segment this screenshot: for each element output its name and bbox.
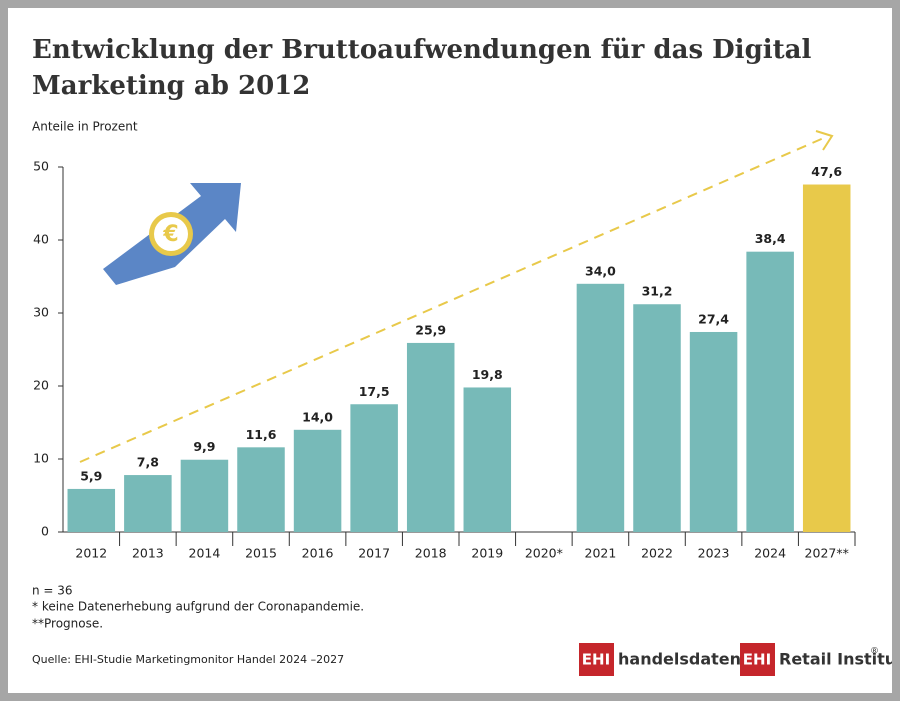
bar xyxy=(802,184,851,532)
value-label: 47,6 xyxy=(811,164,842,179)
logo-text: Retail Institute xyxy=(779,650,892,669)
y-tick-label: 0 xyxy=(41,524,49,539)
note: * keine Datenerhebung aufgrund der Coron… xyxy=(32,600,364,614)
y-tick-label: 40 xyxy=(33,232,49,247)
value-label: 19,8 xyxy=(472,367,503,382)
y-tick-label: 30 xyxy=(33,305,49,320)
bar xyxy=(633,304,681,532)
note: n = 36 xyxy=(32,584,73,598)
x-tick-label: 2019 xyxy=(471,546,503,561)
value-label: 14,0 xyxy=(302,409,333,424)
logo-badge-text: EHI xyxy=(582,651,610,669)
bar xyxy=(406,342,455,532)
x-tick-label: 2020* xyxy=(525,546,563,561)
x-tick-label: 2017 xyxy=(358,546,390,561)
x-tick-label: 2027** xyxy=(805,546,849,561)
bar xyxy=(576,283,625,532)
value-label: 34,0 xyxy=(585,263,616,278)
note: **Prognose. xyxy=(32,617,103,631)
bar xyxy=(124,475,172,532)
logo-text: handelsdaten.de xyxy=(618,650,770,669)
x-tick-label: 2021 xyxy=(585,546,617,561)
logo-badge xyxy=(740,643,775,676)
euro-coin-inner xyxy=(154,217,188,251)
bar xyxy=(746,251,794,532)
y-tick-label: 10 xyxy=(33,451,49,466)
value-label: 9,9 xyxy=(193,439,215,454)
value-label: 25,9 xyxy=(415,322,446,337)
bar xyxy=(180,459,229,532)
value-label: 5,9 xyxy=(80,468,102,483)
x-tick-label: 2014 xyxy=(189,546,221,561)
value-label: 7,8 xyxy=(137,455,159,470)
y-axis-label: Anteile in Prozent xyxy=(32,120,138,134)
bar xyxy=(463,387,512,532)
trend-arrow-head xyxy=(815,130,834,151)
bar xyxy=(237,447,285,532)
bar xyxy=(293,429,342,532)
x-tick-label: 2012 xyxy=(75,546,107,561)
y-tick-label: 20 xyxy=(33,378,49,393)
euro-symbol: € xyxy=(162,222,178,247)
chart: Entwicklung der Bruttoaufwendungen für d… xyxy=(32,35,892,676)
x-tick-label: 2024 xyxy=(754,546,786,561)
x-tick-label: 2023 xyxy=(698,546,730,561)
value-label: 17,5 xyxy=(359,384,390,399)
x-tick-label: 2022 xyxy=(641,546,673,561)
bar xyxy=(689,331,738,532)
value-label: 27,4 xyxy=(698,311,729,326)
x-tick-label: 2016 xyxy=(302,546,334,561)
x-tick-label: 2015 xyxy=(245,546,277,561)
x-tick-label: 2013 xyxy=(132,546,164,561)
x-tick-label: 2018 xyxy=(415,546,447,561)
value-label: 31,2 xyxy=(642,284,673,299)
logo-badge xyxy=(579,643,614,676)
source: Quelle: EHI-Studie Marketingmonitor Hand… xyxy=(32,653,344,666)
y-tick-label: 50 xyxy=(33,159,49,174)
bar xyxy=(67,488,116,532)
value-label: 38,4 xyxy=(755,231,786,246)
value-label: 11,6 xyxy=(246,427,277,442)
logo-badge-text: EHI xyxy=(743,651,771,669)
chart-title: Entwicklung der Bruttoaufwendungen für d… xyxy=(32,35,811,65)
bar xyxy=(350,404,398,532)
logo-mark: ® xyxy=(870,647,879,657)
chart-title: Marketing ab 2012 xyxy=(32,71,310,101)
